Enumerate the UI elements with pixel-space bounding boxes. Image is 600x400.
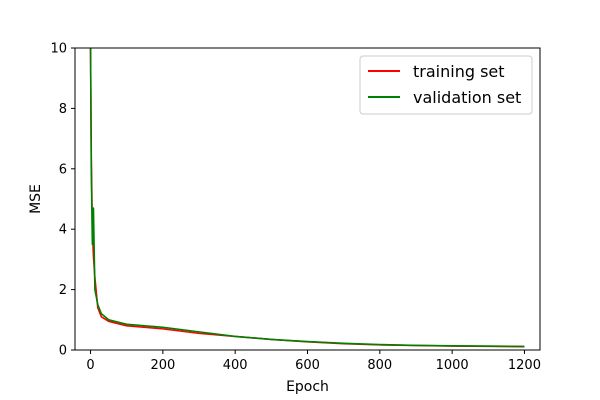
x-tick-label: 0	[86, 358, 94, 373]
x-tick-label: 1000	[436, 358, 469, 373]
x-axis-label: Epoch	[286, 379, 329, 395]
x-tick-label: 400	[223, 358, 248, 373]
x-tick-label: 200	[150, 358, 175, 373]
x-ticks: 0 200 400 600 800 1000 1200	[86, 350, 541, 373]
x-tick-label: 800	[367, 358, 392, 373]
series-layer	[89, 48, 525, 348]
y-axis-label: MSE	[28, 184, 44, 214]
y-ticks: 0 2 4 6 8 10	[50, 42, 75, 359]
y-tick-label: 6	[59, 162, 67, 177]
y-tick-label: 4	[59, 223, 67, 238]
y-tick-label: 2	[59, 283, 67, 298]
y-tick-label: 10	[50, 42, 67, 57]
legend-box	[359, 55, 533, 115]
x-tick-label: 600	[295, 358, 320, 373]
legend-label-training: training set	[413, 62, 505, 81]
legend: training set validation set	[359, 55, 533, 115]
y-tick-label: 8	[59, 102, 67, 117]
legend-label-validation: validation set	[413, 88, 521, 107]
series-line-validation	[89, 48, 525, 348]
y-tick-label: 0	[59, 344, 67, 359]
x-tick-label: 1200	[508, 358, 541, 373]
